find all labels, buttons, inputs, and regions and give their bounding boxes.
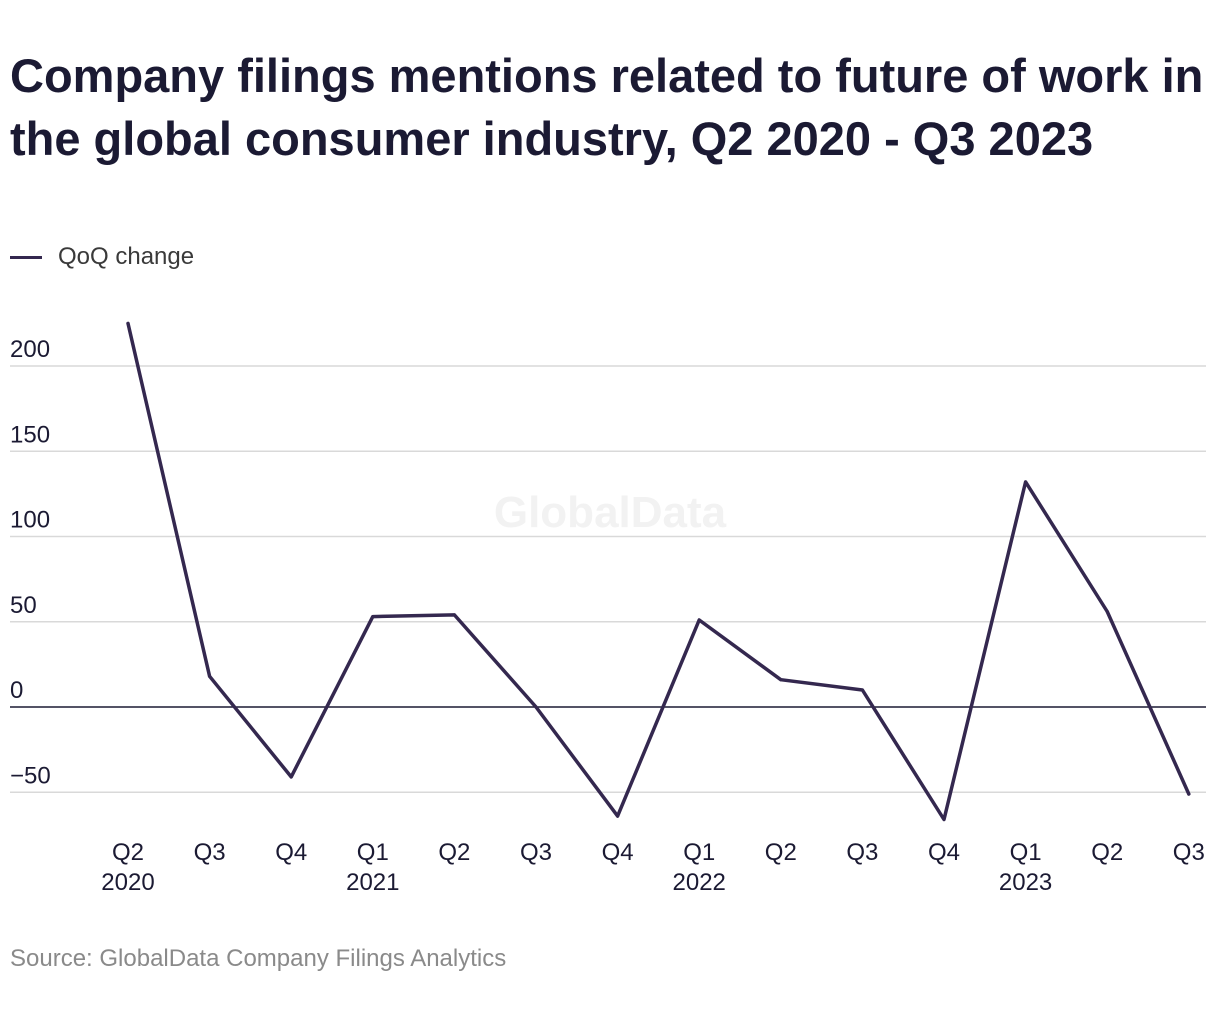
- series-line-qoq-change: [126, 321, 1191, 822]
- data-point: [126, 321, 130, 325]
- x-tick-label: Q1: [683, 839, 715, 866]
- x-tick-label: Q1: [1010, 839, 1042, 866]
- data-point: [289, 775, 293, 779]
- y-tick-label: 100: [10, 507, 50, 534]
- x-tick-label: Q3: [194, 839, 226, 866]
- y-tick-label: 200: [10, 336, 50, 363]
- x-tick-label: Q2: [438, 839, 470, 866]
- x-tick-year-label: 2020: [101, 869, 154, 896]
- series: [126, 321, 1191, 822]
- data-point: [534, 705, 538, 709]
- legend-label: QoQ change: [58, 243, 195, 270]
- x-tick-label: Q3: [1173, 839, 1205, 866]
- data-point: [779, 678, 783, 682]
- y-tick-label: 50: [10, 592, 37, 619]
- x-tick-label: Q4: [602, 839, 634, 866]
- gridlines: [10, 365, 1206, 793]
- legend: QoQ change: [10, 240, 194, 274]
- x-tick-label: Q1: [357, 839, 389, 866]
- data-point: [208, 674, 212, 678]
- y-tick-label: 150: [10, 421, 50, 448]
- x-tick-year-label: 2023: [999, 869, 1052, 896]
- data-point: [1105, 610, 1109, 614]
- data-point: [616, 814, 620, 818]
- y-tick-label: 0: [10, 677, 23, 704]
- data-point: [452, 613, 456, 617]
- source-note: Source: GlobalData Company Filings Analy…: [10, 945, 507, 972]
- x-tick-label: Q3: [520, 839, 552, 866]
- x-tick-label: Q2: [1091, 839, 1123, 866]
- line-chart: GlobalData 200 150 100 50 0 −50 Q2 2020 Q3 Q4 Q1 2…: [10, 321, 1206, 896]
- x-axis-tick-labels: Q2 2020 Q3 Q4 Q1 2021 Q2 Q3 Q4 Q1 2022 Q2 Q3 Q4 Q1 2023…: [101, 839, 1205, 896]
- data-point: [697, 618, 701, 622]
- data-point: [942, 818, 946, 822]
- watermark: GlobalData: [494, 488, 727, 537]
- x-tick-label: Q3: [846, 839, 878, 866]
- data-point: [1024, 480, 1028, 484]
- x-tick-year-label: 2021: [346, 869, 399, 896]
- x-tick-year-label: 2022: [673, 869, 726, 896]
- x-tick-label: Q4: [275, 839, 307, 866]
- data-point: [1187, 792, 1191, 796]
- x-tick-label: Q4: [928, 839, 960, 866]
- data-point: [860, 688, 864, 692]
- y-tick-label: −50: [10, 762, 51, 789]
- x-tick-label: Q2: [112, 839, 144, 866]
- chart-title: Company filings mentions related to futu…: [10, 49, 1204, 165]
- y-axis-tick-labels: 200 150 100 50 0 −50: [10, 336, 51, 789]
- x-tick-label: Q2: [765, 839, 797, 866]
- data-point: [371, 615, 375, 619]
- legend-swatch: [10, 255, 42, 259]
